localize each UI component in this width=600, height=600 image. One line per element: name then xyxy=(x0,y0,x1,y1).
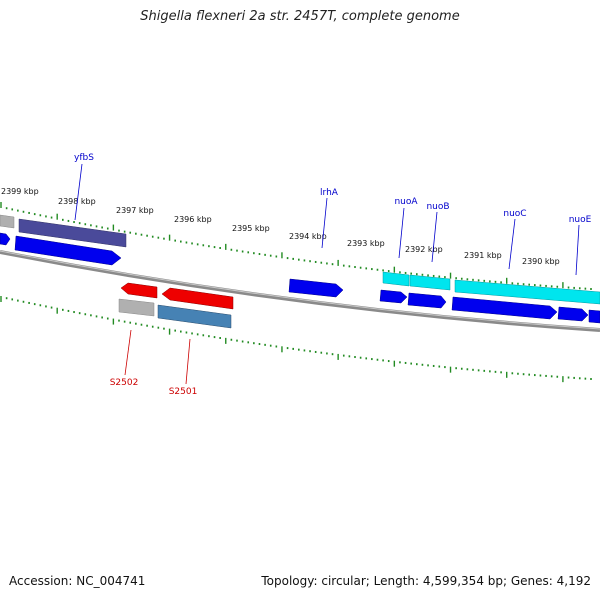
leader-line xyxy=(321,197,328,249)
cds-block[interactable] xyxy=(118,298,155,317)
leader-line xyxy=(575,224,580,276)
gene-label-s2502[interactable]: S2502 xyxy=(110,378,139,388)
gene-label-lrha[interactable]: lrhA xyxy=(320,188,339,198)
gene-arrow[interactable] xyxy=(451,296,558,320)
genome-summary-text: Topology: circular; Length: 4,599,354 bp… xyxy=(261,574,591,588)
gene-label-nuoa[interactable]: nuoA xyxy=(394,197,418,207)
leader-line xyxy=(185,338,191,385)
gene-label-nuoc[interactable]: nuoC xyxy=(503,209,526,219)
cds-block[interactable] xyxy=(454,279,600,305)
kbp-label-2399: 2399 kbp xyxy=(1,187,39,196)
cds-track-reverse xyxy=(118,298,232,329)
gene-arrow[interactable] xyxy=(14,235,122,266)
cds-block[interactable] xyxy=(157,304,232,329)
kbp-label-2398: 2398 kbp xyxy=(58,197,96,206)
kbp-label-2392: 2392 kbp xyxy=(405,245,443,254)
cds-block[interactable] xyxy=(409,274,451,291)
gene-label-yfbs[interactable]: yfbS xyxy=(74,153,94,163)
leader-line xyxy=(431,211,438,263)
kbp-label-2394: 2394 kbp xyxy=(289,232,327,241)
gene-label-s2501[interactable]: S2501 xyxy=(169,387,198,397)
gene-label-nuob[interactable]: nuoB xyxy=(426,202,449,212)
gene-arrow[interactable] xyxy=(0,232,11,246)
kbp-label-2393: 2393 kbp xyxy=(347,239,385,248)
gene-track-forward xyxy=(0,232,600,324)
upper-tick-track xyxy=(0,202,592,290)
gene-arrow[interactable] xyxy=(588,309,600,324)
gene-arrow[interactable] xyxy=(557,306,589,322)
kbp-label-2396: 2396 kbp xyxy=(174,215,212,224)
leader-line xyxy=(398,207,405,259)
leader-line xyxy=(74,163,83,221)
gene-arrow[interactable] xyxy=(379,289,408,304)
kbp-label-2390: 2390 kbp xyxy=(522,257,560,266)
cds-block[interactable] xyxy=(18,218,127,248)
gene-arrow[interactable] xyxy=(161,287,234,310)
leader-line xyxy=(508,218,516,270)
lower-tick-track xyxy=(0,296,592,383)
map-title: Shigella flexneri 2a str. 2457T, complet… xyxy=(140,9,460,24)
kbp-label-2397: 2397 kbp xyxy=(116,206,154,215)
cds-track-forward xyxy=(0,214,600,305)
gene-track-reverse xyxy=(120,282,234,310)
accession-text: Accession: NC_004741 xyxy=(9,574,146,588)
gene-arrow[interactable] xyxy=(407,292,447,309)
gene-arrow[interactable] xyxy=(120,282,158,299)
genome-backbone xyxy=(0,250,600,332)
cds-block[interactable] xyxy=(382,271,410,287)
kbp-label-2395: 2395 kbp xyxy=(232,224,270,233)
kbp-label-2391: 2391 kbp xyxy=(464,251,502,260)
gene-label-nuoe[interactable]: nuoE xyxy=(569,215,592,225)
leader-line xyxy=(124,329,132,376)
cds-block[interactable] xyxy=(0,214,15,229)
gene-arrow[interactable] xyxy=(288,278,344,298)
